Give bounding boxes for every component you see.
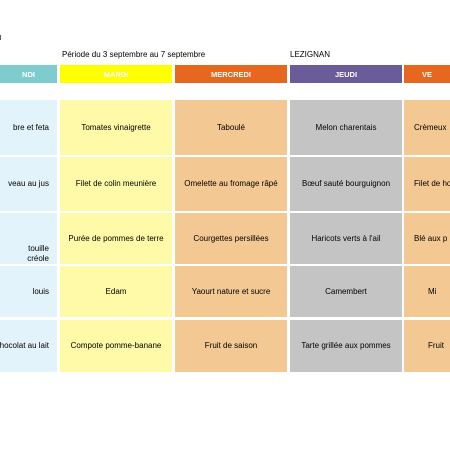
day-header-vendredi: VE <box>404 65 450 83</box>
menu-cell-vendredi-accompagnement: Blé aux p <box>404 213 450 264</box>
location-label: LEZIGNAN <box>290 50 331 59</box>
menu-cell-lundi-dessert: hocolat au lait <box>0 320 57 372</box>
day-header-lundi: NDI <box>0 65 57 83</box>
menu-cell-mardi-fromage: Edam <box>60 266 172 317</box>
menu-item-text: Camembert <box>325 286 367 296</box>
menu-item-text: louis <box>32 286 49 296</box>
menu-cell-lundi-plat: veau au jus <box>0 157 57 211</box>
menu-cell-vendredi-entree: Crèmeux <box>404 100 450 155</box>
menu-cell-jeudi-entree: Melon charentais <box>290 100 402 155</box>
menu-item-text: Courgettes persillées <box>193 233 269 243</box>
menu-item-text: Compote pomme-banane <box>70 341 162 350</box>
menu-cell-mercredi-dessert: Fruit de saison <box>175 320 287 372</box>
menu-item-text: Edam <box>105 286 127 296</box>
menu-item-text: Taboulé <box>216 122 246 132</box>
menu-item-text: Fruit <box>428 341 444 350</box>
menu-cell-mercredi-entree: Taboulé <box>175 100 287 155</box>
menu-cell-vendredi-dessert: Fruit <box>404 320 450 372</box>
menu-cell-mardi-dessert: Compote pomme-banane <box>60 320 172 372</box>
menu-cell-mercredi-plat: Omelette au fromage râpé <box>175 157 287 211</box>
menu-item-text: Purée de pommes de terre <box>68 233 164 243</box>
menu-item-text: Melon charentais <box>315 122 377 132</box>
menu-item-text: Mi <box>428 286 437 296</box>
menu-item-text: touille <box>28 244 49 253</box>
menu-item-text: créole <box>27 254 49 263</box>
menu-cell-lundi-fromage: louis <box>0 266 57 317</box>
menu-cell-vendredi-fromage: Mi <box>404 266 450 317</box>
menu-item-text: Omelette au fromage râpé <box>184 179 278 188</box>
menu-item-text: Crèmeux <box>414 122 447 132</box>
menu-item-text: Filet de ho <box>414 179 450 188</box>
day-header-mercredi: MERCREDI <box>175 65 287 83</box>
menu-item-text: Tarte grillée aux pommes <box>301 341 391 350</box>
menu-item-text: bre et feta <box>12 122 49 132</box>
menu-item-text: Filet de colin meunière <box>75 179 157 188</box>
menu-item-text: hocolat au lait <box>0 341 49 350</box>
menu-item-text: Haricots verts à l'ail <box>311 233 381 243</box>
menu-cell-mercredi-accompagnement: Courgettes persillées <box>175 213 287 264</box>
menu-cell-jeudi-fromage: Camembert <box>290 266 402 317</box>
menu-item-text: Tomates vinaigrette <box>81 122 151 132</box>
menu-item-text: Bœuf sauté bourguignon <box>301 179 391 188</box>
menu-cell-mercredi-fromage: Yaourt nature et sucre <box>175 266 287 317</box>
menu-item-text: Fruit de saison <box>204 341 258 350</box>
corner-mark: ı <box>0 32 2 42</box>
menu-cell-lundi-accompagnement: touille créole <box>0 213 57 264</box>
menu-item-text: veau au jus <box>8 179 49 188</box>
period-label: Période du 3 septembre au 7 septembre <box>62 50 206 59</box>
menu-cell-jeudi-plat: Bœuf sauté bourguignon <box>290 157 402 211</box>
menu-item-text: Yaourt nature et sucre <box>191 286 271 296</box>
menu-cell-jeudi-dessert: Tarte grillée aux pommes <box>290 320 402 372</box>
day-header-mardi: MARDI <box>60 65 172 83</box>
menu-cell-mardi-plat: Filet de colin meunière <box>60 157 172 211</box>
menu-cell-vendredi-plat: Filet de ho <box>404 157 450 211</box>
menu-cell-jeudi-accompagnement: Haricots verts à l'ail <box>290 213 402 264</box>
menu-item-text: Blé aux p <box>414 233 448 243</box>
menu-cell-mardi-entree: Tomates vinaigrette <box>60 100 172 155</box>
menu-cell-lundi-entree: bre et feta <box>0 100 57 155</box>
day-header-jeudi: JEUDI <box>290 65 402 83</box>
menu-cell-mardi-accompagnement: Purée de pommes de terre <box>60 213 172 264</box>
